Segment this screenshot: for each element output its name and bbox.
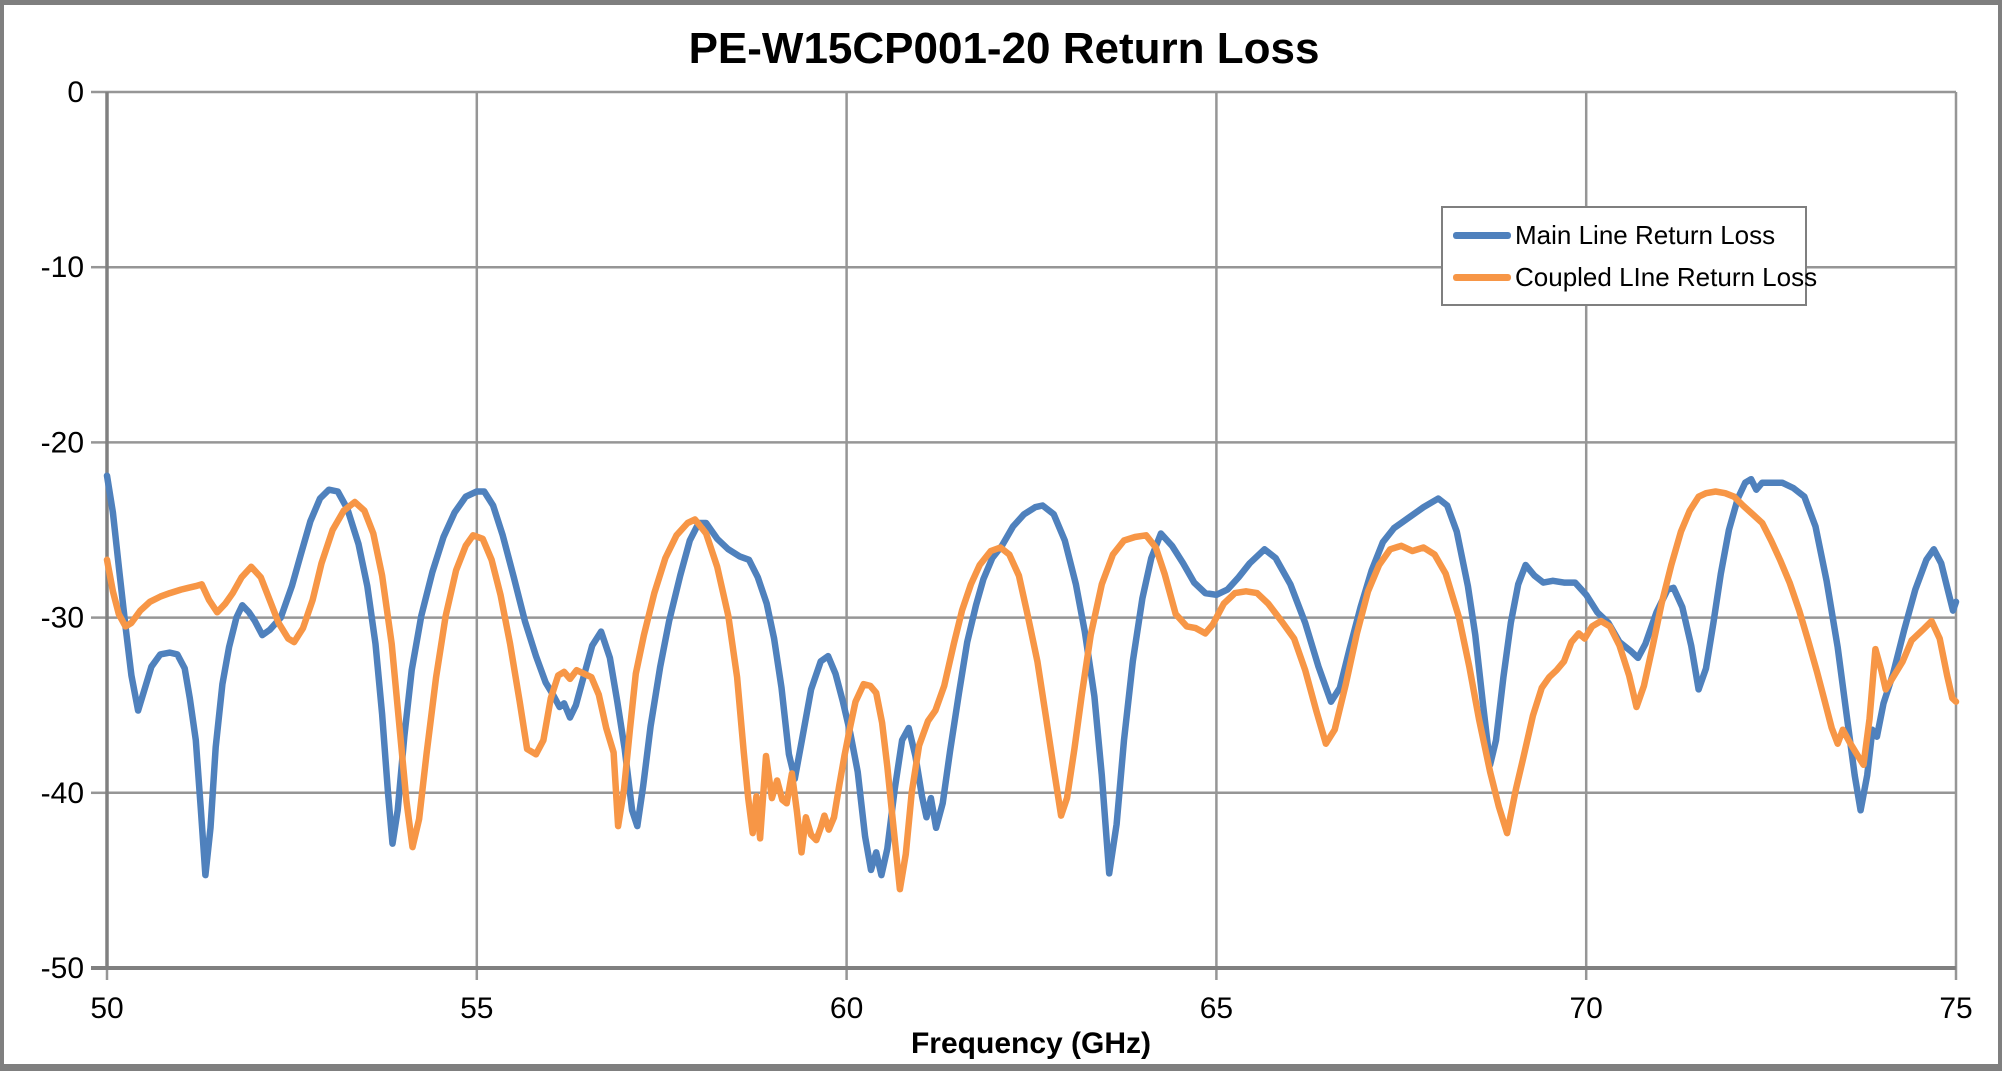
chart-title: PE-W15CP001-20 Return Loss — [689, 24, 1320, 73]
main-line-swatch — [1453, 231, 1511, 239]
y-tick-label--20: -20 — [41, 426, 84, 459]
legend-label-main-line: Main Line Return Loss — [1515, 219, 1776, 250]
y-tick-label--40: -40 — [41, 777, 84, 810]
y-tick-label-0: 0 — [67, 76, 84, 109]
legend-item-coupled-line: Coupled LIne Return Loss — [1453, 262, 1817, 293]
x-axis-title: Frequency (GHz) — [911, 1027, 1151, 1060]
y-tick-label--10: -10 — [41, 251, 84, 284]
x-tick-label-65: 65 — [1200, 992, 1233, 1025]
x-tick-label-70: 70 — [1570, 992, 1603, 1025]
series-coupled-line — [103, 488, 1960, 893]
y-tick-label--30: -30 — [41, 602, 84, 635]
legend-item-main-line: Main Line Return Loss — [1453, 220, 1801, 251]
y-tick-label--50: -50 — [41, 952, 84, 985]
coupled-line-swatch — [1453, 273, 1511, 281]
x-tick-label-60: 60 — [830, 992, 863, 1025]
x-tick-label-75: 75 — [1939, 992, 1972, 1025]
legend-label-coupled-line: Coupled LIne Return Loss — [1515, 261, 1818, 292]
x-tick-label-50: 50 — [90, 992, 123, 1025]
legend: Main Line Return Loss Coupled LIne Retur… — [1441, 206, 1817, 306]
x-tick-label-55: 55 — [460, 992, 493, 1025]
